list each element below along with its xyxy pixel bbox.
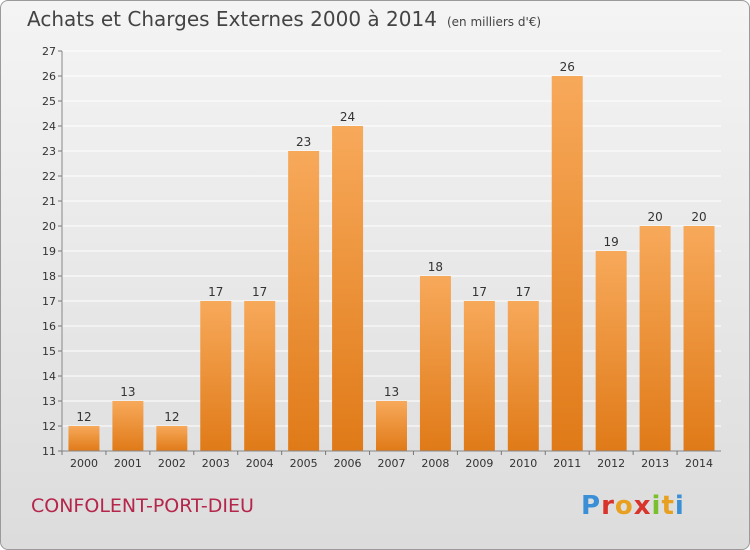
bar-value-label: 13 <box>120 385 135 399</box>
bar-2011 <box>551 76 583 451</box>
bar-value-label: 26 <box>560 60 575 74</box>
logo-letter: r <box>601 491 615 521</box>
x-tick-label: 2004 <box>246 457 274 470</box>
y-tick-label: 17 <box>42 295 56 308</box>
y-tick-label: 13 <box>42 395 56 408</box>
y-tick-label: 21 <box>42 195 56 208</box>
x-axis: 2000 2001 2002 2003 2004 2005 2006 2007 2008 2009… <box>61 450 721 470</box>
bar-value-label: 12 <box>76 410 91 424</box>
y-tick-label: 15 <box>42 345 56 358</box>
bar-2012 <box>595 251 627 451</box>
proxiti-logo[interactable]: Proxiti <box>581 491 685 521</box>
bars: 12 13 12 17 17 23 24 13 18 17 17 26 19 20 20 <box>68 60 715 451</box>
bar-2013 <box>639 226 671 451</box>
bar-value-label: 17 <box>208 285 223 299</box>
y-tick-label: 26 <box>42 70 56 83</box>
y-tick-label: 11 <box>42 445 56 458</box>
x-tick-label: 2001 <box>114 457 142 470</box>
x-tick-label: 2013 <box>641 457 669 470</box>
bar-2009 <box>463 301 495 451</box>
y-tick-label: 16 <box>42 320 56 333</box>
bar-value-label: 13 <box>384 385 399 399</box>
bar-2014 <box>683 226 715 451</box>
x-tick-label: 2007 <box>378 457 406 470</box>
bar-2001 <box>112 401 144 451</box>
bar-value-label: 20 <box>647 210 662 224</box>
bar-2010 <box>507 301 539 451</box>
logo-letter: i <box>651 491 662 521</box>
bar-2004 <box>244 301 276 451</box>
x-tick-label: 2005 <box>290 457 318 470</box>
bar-value-label: 23 <box>296 135 311 149</box>
y-tick-label: 20 <box>42 220 56 233</box>
x-tick-label: 2009 <box>465 457 493 470</box>
x-tick-label: 2008 <box>421 457 449 470</box>
bar-value-label: 19 <box>604 235 619 249</box>
x-tick-label: 2003 <box>202 457 230 470</box>
y-tick-label: 19 <box>42 245 56 258</box>
y-tick-label: 27 <box>42 45 56 58</box>
commune-name: CONFOLENT-PORT-DIEU <box>31 495 254 517</box>
y-tick-label: 23 <box>42 145 56 158</box>
bar-2003 <box>200 301 232 451</box>
bar-value-label: 17 <box>516 285 531 299</box>
title-text: Achats et Charges Externes 2000 à 2014 <box>27 7 437 31</box>
y-tick-label: 22 <box>42 170 56 183</box>
logo-letter: t <box>661 491 675 521</box>
logo-letter: i <box>674 491 685 521</box>
y-axis: 11 12 13 14 15 16 17 18 19 20 21 22 23 24 25 26 27 <box>42 45 63 458</box>
x-tick-label: 2000 <box>70 457 98 470</box>
bar-2008 <box>419 276 451 451</box>
x-tick-label: 2002 <box>158 457 186 470</box>
bar-2006 <box>332 126 364 451</box>
logo-letter: o <box>614 491 634 521</box>
bar-2007 <box>376 401 407 451</box>
chart-title: Achats et Charges Externes 2000 à 2014 (e… <box>27 7 541 31</box>
title-unit: (en milliers d'€) <box>446 15 542 29</box>
x-tick-label: 2006 <box>334 457 362 470</box>
bar-value-label: 17 <box>252 285 267 299</box>
y-tick-label: 18 <box>42 270 56 283</box>
x-tick-label: 2012 <box>597 457 625 470</box>
x-tick-label: 2014 <box>685 457 713 470</box>
bar-value-label: 17 <box>472 285 487 299</box>
x-tick-label: 2011 <box>553 457 581 470</box>
bar-2005 <box>288 151 320 451</box>
logo-letter: P <box>581 491 602 521</box>
bar-2000 <box>68 426 100 451</box>
y-tick-label: 14 <box>42 370 56 383</box>
x-tick-label: 2010 <box>509 457 537 470</box>
y-tick-label: 12 <box>42 420 56 433</box>
bar-2002 <box>156 426 188 451</box>
y-tick-label: 24 <box>42 120 56 133</box>
bar-value-label: 20 <box>691 210 706 224</box>
bar-value-label: 24 <box>340 110 355 124</box>
logo-letter: x <box>633 491 652 521</box>
y-tick-label: 25 <box>42 95 56 108</box>
bar-value-label: 18 <box>428 260 443 274</box>
bar-value-label: 12 <box>164 410 179 424</box>
